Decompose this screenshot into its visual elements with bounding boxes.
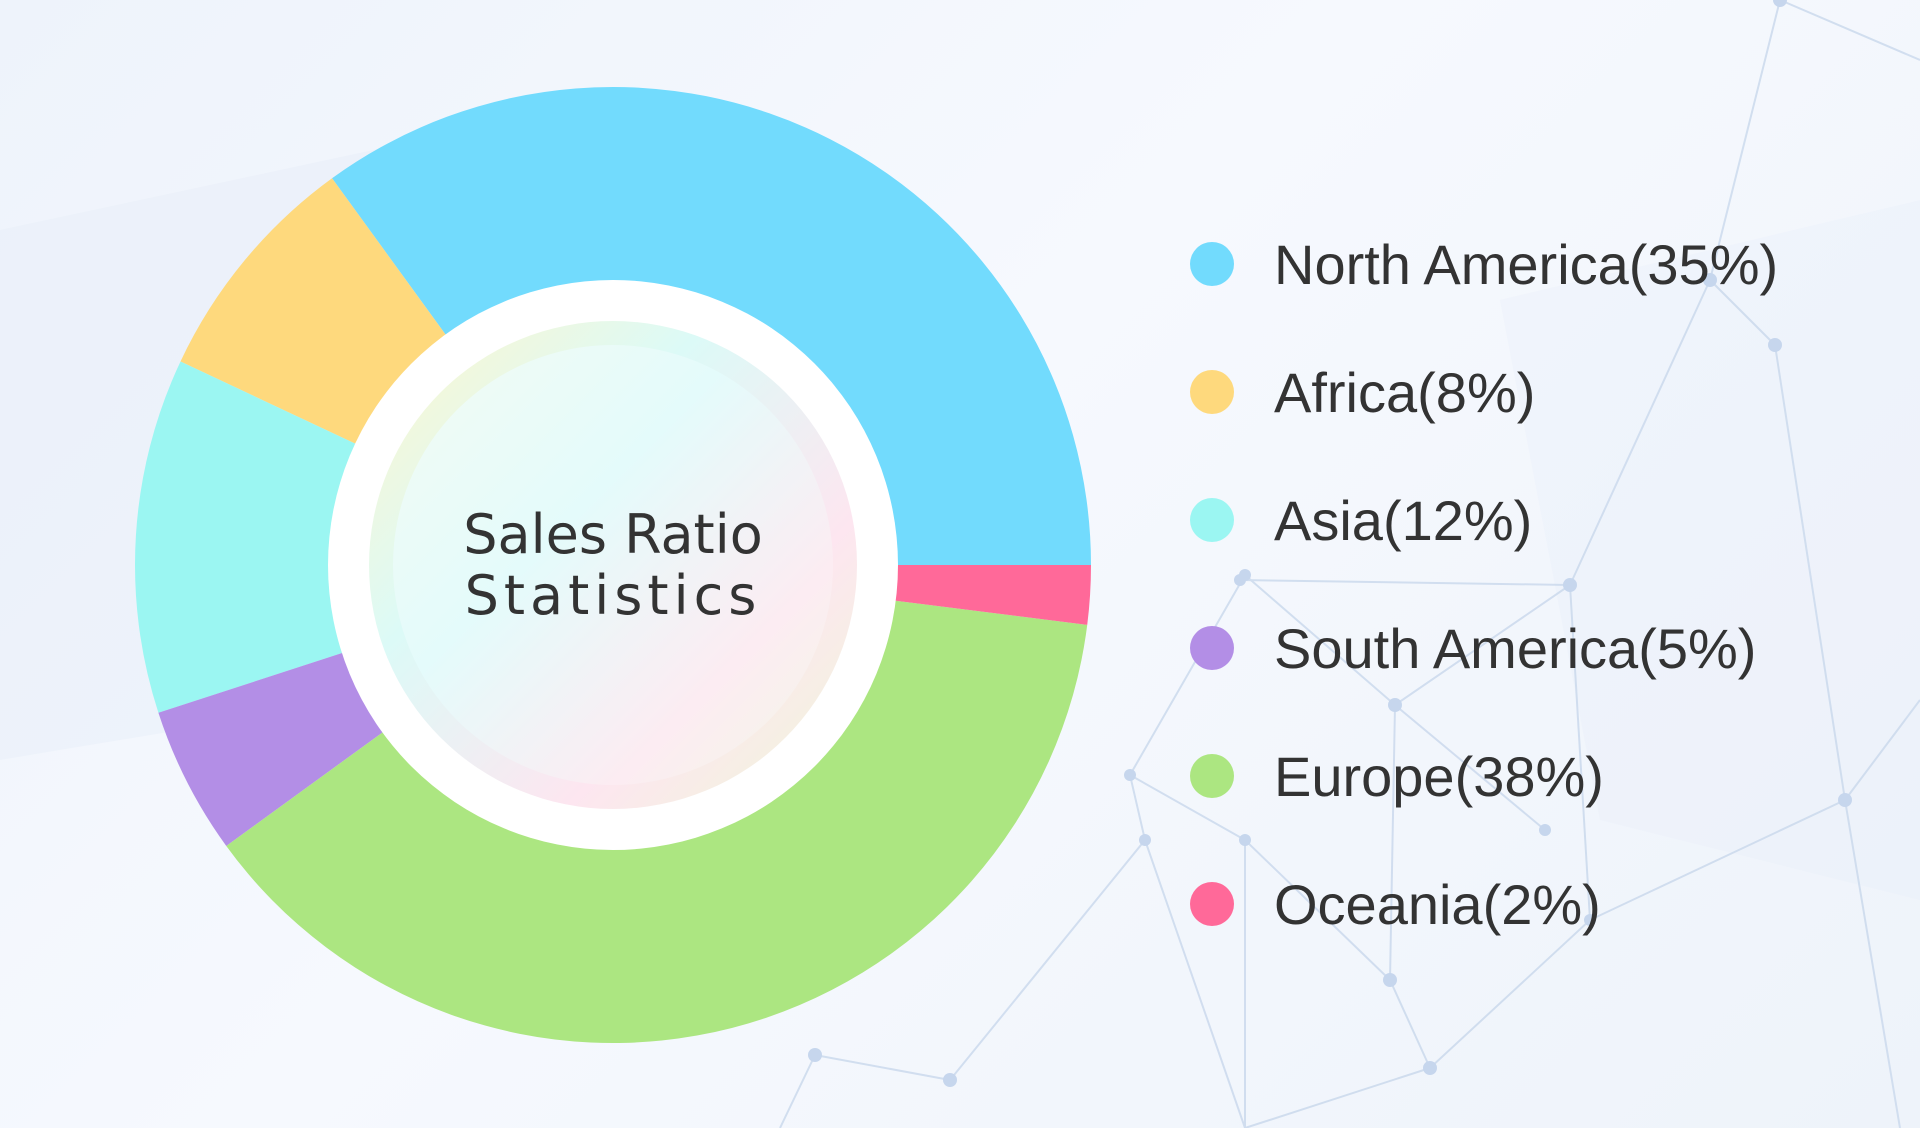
legend-label-africa: Africa(8%) (1274, 360, 1536, 424)
legend-dot-africa (1190, 370, 1234, 414)
legend-item-asia: Asia(12%) (1190, 456, 1890, 584)
slice-oceania (892, 565, 1091, 625)
legend-dot-europe (1190, 754, 1234, 798)
legend-item-africa: Africa(8%) (1190, 328, 1890, 456)
legend-dot-north-america (1190, 242, 1234, 286)
slice-south-america (158, 652, 385, 846)
chart-legend: North America(35%) Africa(8%) Asia(12%) Sou… (1190, 200, 1890, 968)
slice-asia (134, 361, 358, 713)
legend-item-north-america: North America(35%) (1190, 200, 1890, 328)
legend-dot-south-america (1190, 626, 1234, 670)
legend-item-oceania: Oceania(2%) (1190, 840, 1890, 968)
legend-label-asia: Asia(12%) (1274, 488, 1533, 552)
legend-dot-oceania (1190, 882, 1234, 926)
slice-north-america (332, 86, 1091, 565)
legend-item-south-america: South America(5%) (1190, 584, 1890, 712)
slice-africa (180, 178, 448, 445)
donut-hole-inner-fill (393, 345, 833, 785)
legend-label-south-america: South America(5%) (1274, 616, 1757, 680)
center-title-line-2: Statistics (465, 564, 762, 627)
slice-europe (226, 600, 1088, 1043)
legend-dot-asia (1190, 498, 1234, 542)
legend-label-europe: Europe(38%) (1274, 744, 1604, 808)
donut-slices (134, 86, 1091, 1043)
center-title-line-1: Sales Ratio (463, 503, 763, 566)
legend-label-oceania: Oceania(2%) (1274, 872, 1601, 936)
legend-item-europe: Europe(38%) (1190, 712, 1890, 840)
legend-label-north-america: North America(35%) (1274, 232, 1779, 296)
